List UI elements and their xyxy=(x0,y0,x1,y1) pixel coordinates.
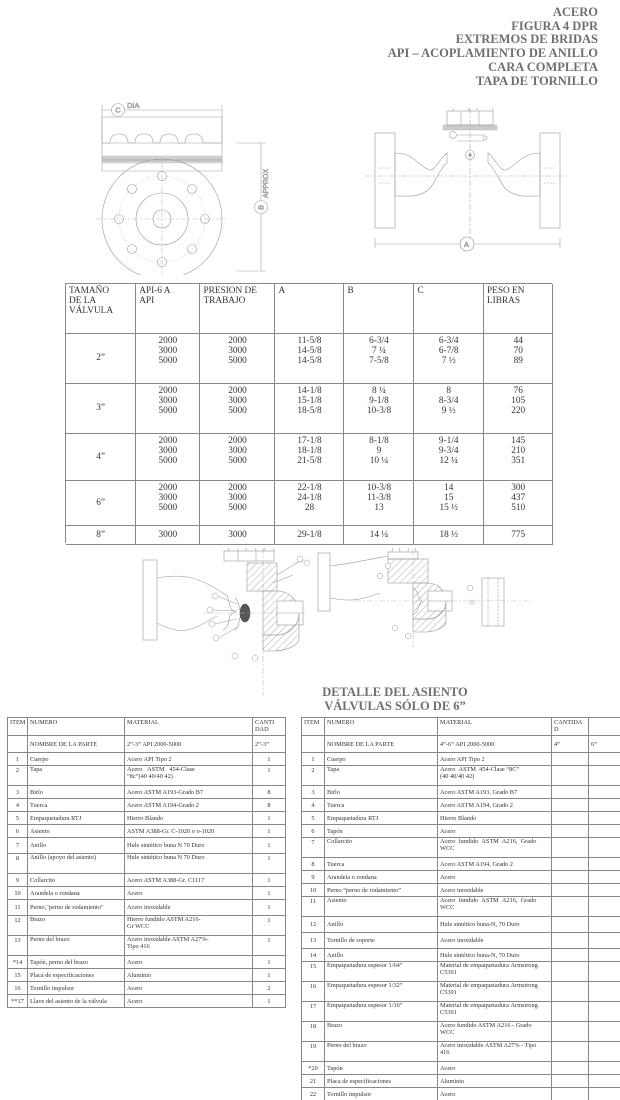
svg-text:C: C xyxy=(115,106,121,115)
svg-text:APPROX: APPROX xyxy=(263,168,270,198)
svg-text:DIA: DIA xyxy=(127,101,140,110)
svg-text:A: A xyxy=(464,240,469,249)
svg-text:B: B xyxy=(259,205,266,210)
